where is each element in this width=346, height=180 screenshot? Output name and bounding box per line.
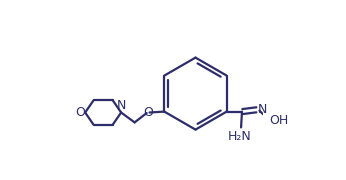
- Text: N: N: [257, 103, 267, 116]
- Text: O: O: [75, 106, 85, 119]
- Text: H₂N: H₂N: [227, 130, 251, 143]
- Text: OH: OH: [269, 114, 289, 127]
- Text: O: O: [143, 106, 153, 119]
- Text: N: N: [117, 99, 126, 112]
